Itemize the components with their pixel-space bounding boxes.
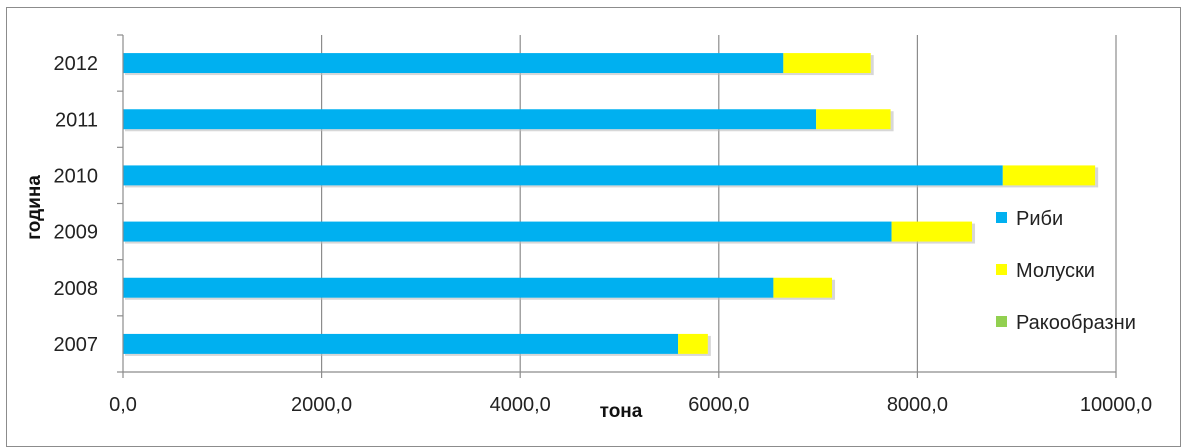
x-tick-label: 10000,0 [1080, 394, 1152, 416]
x-tick-label: 6000,0 [688, 394, 749, 416]
x-tick-label: 8000,0 [887, 394, 948, 416]
bar-shadow [1095, 167, 1099, 188]
y-axis-title: година [24, 175, 45, 240]
bar-segment [678, 333, 708, 354]
x-axis-title: тона [600, 401, 643, 422]
bar-shadow [125, 353, 708, 356]
bar-shadow [707, 335, 711, 356]
legend: Риби Молуски Ракообразни [996, 208, 1136, 334]
bar-shadow [125, 129, 891, 132]
y-tick-label: 2010 [54, 165, 99, 187]
x-tick-label: 2000,0 [291, 394, 352, 416]
legend-label: Риби [1016, 208, 1063, 230]
bar-segment [123, 221, 892, 242]
bar-segment [123, 333, 679, 354]
bar-shadow [125, 297, 833, 300]
x-tick-label: 4000,0 [490, 394, 551, 416]
legend-swatch [996, 264, 1007, 275]
bar-segment [123, 165, 1003, 186]
bar-shadow [972, 223, 976, 244]
bar-segment [816, 109, 891, 130]
legend-label: Ракообразни [1016, 312, 1136, 334]
bar-shadow [832, 279, 836, 300]
y-tick-label: 2012 [54, 53, 99, 75]
bar-shadow [125, 241, 973, 244]
y-tick-label: 2008 [54, 278, 99, 300]
bar-segment [783, 53, 871, 74]
legend-swatch [996, 316, 1007, 327]
y-tick-label: 2007 [54, 334, 99, 356]
y-tick-label: 2011 [55, 109, 98, 131]
bar-shadow [870, 55, 874, 76]
bar-segment [891, 221, 973, 242]
bar-shadow [125, 73, 871, 76]
bar-shadow [125, 185, 1096, 188]
bar-segment [123, 109, 817, 130]
bar-segment [123, 53, 784, 74]
bar-segment [123, 277, 774, 298]
y-tick-label: 2009 [54, 222, 99, 244]
x-tick-label: 0,0 [109, 394, 137, 416]
bars [123, 53, 1099, 356]
bar-segment [773, 277, 833, 298]
legend-label: Молуски [1016, 260, 1095, 282]
gridlines [321, 35, 1117, 372]
bar-shadow [890, 111, 894, 132]
bar-chart: 0,0 2000,0 4000,0 6000,0 8000,0 10000,0 2007 20… [24, 34, 1152, 422]
axes: 0,0 2000,0 4000,0 6000,0 8000,0 10000,0 2007 20… [54, 34, 1152, 416]
legend-swatch [996, 212, 1007, 223]
bar-segment [1002, 165, 1096, 186]
